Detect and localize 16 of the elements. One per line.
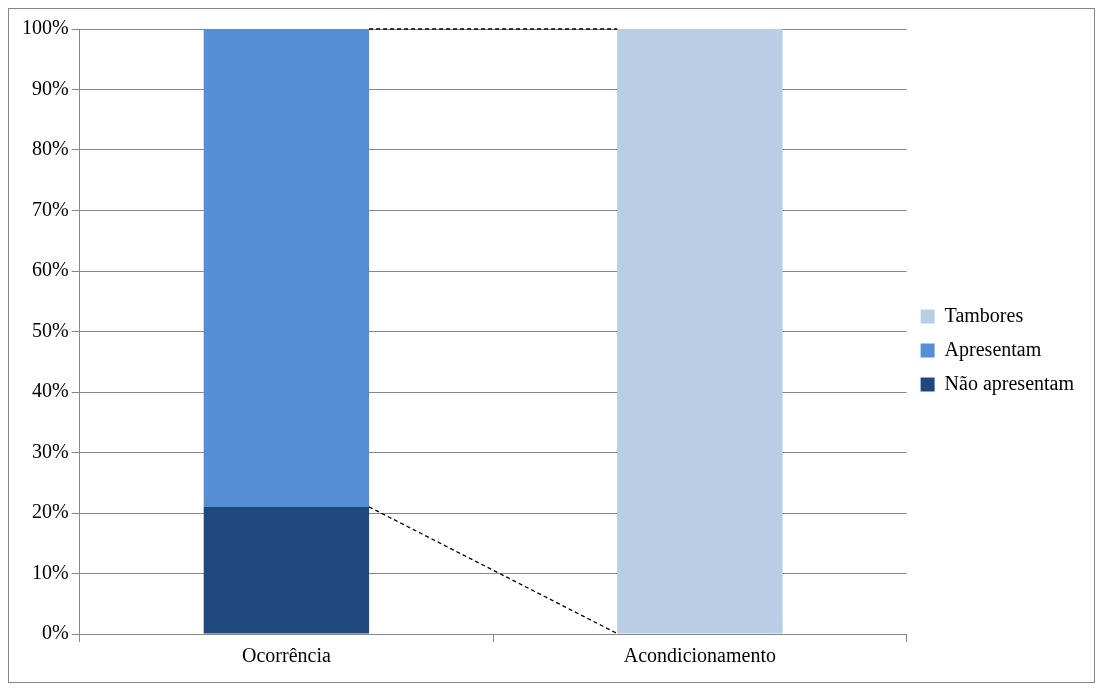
y-tick-label: 70% bbox=[31, 197, 69, 220]
y-tick-label: 60% bbox=[31, 258, 69, 281]
y-tick-label: 90% bbox=[31, 76, 69, 99]
x-tick-label: Acondicionamento bbox=[623, 644, 776, 667]
y-tick-label: 100% bbox=[21, 16, 69, 39]
y-tick-label: 0% bbox=[41, 621, 69, 644]
legend-label: Tambores bbox=[944, 303, 1024, 326]
y-tick-label: 20% bbox=[31, 500, 69, 523]
y-tick-label: 30% bbox=[31, 439, 69, 462]
x-tick-label: Ocorrência bbox=[241, 644, 331, 667]
y-tick-label: 40% bbox=[31, 379, 69, 402]
y-tick-label: 10% bbox=[31, 560, 69, 583]
y-tick-label: 50% bbox=[31, 318, 69, 341]
legend-label: Apresentam bbox=[944, 337, 1042, 361]
legend-label: Não apresentam bbox=[944, 371, 1075, 395]
y-tick-label: 80% bbox=[31, 137, 69, 160]
